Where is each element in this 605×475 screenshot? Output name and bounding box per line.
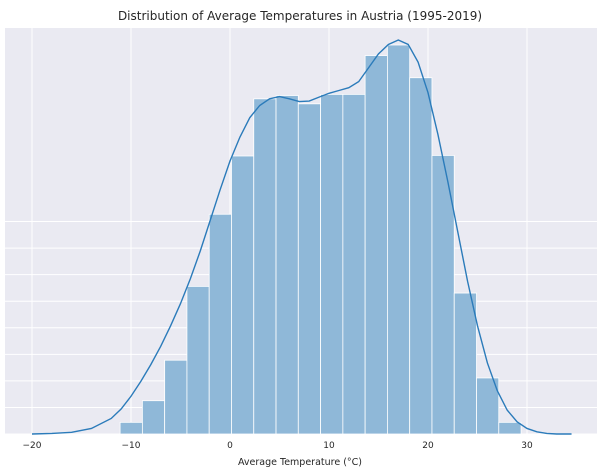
histogram-bar-2 — [164, 359, 188, 435]
histogram-bars — [119, 44, 522, 435]
histogram-bar-0 — [119, 421, 143, 435]
histogram-bar-7 — [275, 95, 299, 435]
x-tick-label-4: 20 — [422, 441, 434, 451]
histogram-bar-5 — [231, 155, 255, 435]
histogram-bar-13 — [409, 77, 433, 435]
histogram-bar-11 — [364, 55, 388, 435]
chart-title: Distribution of Average Temperatures in … — [118, 9, 482, 23]
histogram-bar-6 — [253, 98, 277, 435]
histogram-bar-17 — [498, 421, 522, 435]
x-tick-label-0: −20 — [23, 441, 42, 451]
x-axis-ticks: −20 −10 0 10 20 30 — [23, 441, 533, 451]
histogram-bar-3 — [186, 285, 210, 435]
x-tick-label-2: 0 — [227, 441, 233, 451]
histogram-bar-12 — [387, 44, 411, 435]
histogram-bar-15 — [453, 292, 477, 435]
histogram-bar-9 — [320, 93, 344, 435]
x-tick-label-1: −10 — [122, 441, 141, 451]
x-tick-label-5: 30 — [521, 441, 533, 451]
histogram-bar-8 — [297, 103, 321, 435]
x-axis-label: Average Temperature (°C) — [238, 457, 362, 468]
histogram-bar-10 — [342, 93, 366, 435]
histogram-bar-4 — [208, 213, 232, 435]
kde-line — [31, 39, 572, 435]
histogram-bar-16 — [476, 377, 500, 435]
x-tick-label-3: 10 — [323, 441, 335, 451]
histogram-bar-1 — [141, 400, 166, 435]
